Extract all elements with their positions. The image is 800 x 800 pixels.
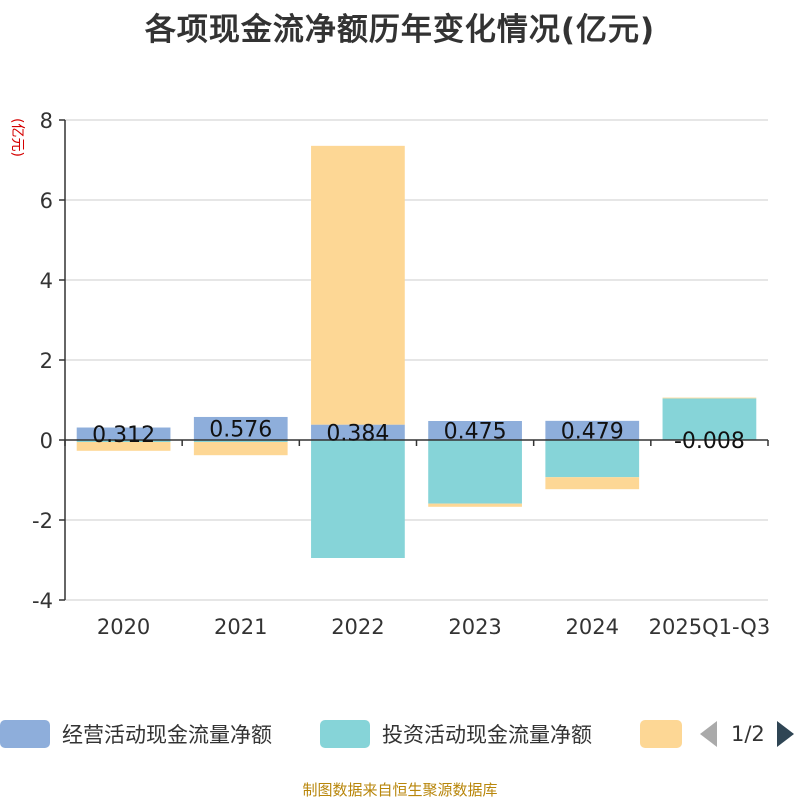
legend-next-page-icon[interactable] <box>776 721 794 747</box>
data-label: -0.008 <box>674 429 745 454</box>
bar-series1-2023 <box>428 421 522 440</box>
bar-series3-2021 <box>193 442 288 456</box>
bar-series3-2022 <box>311 145 405 425</box>
x-tick-label: 2024 <box>566 615 619 639</box>
bar-series2-2020 <box>76 440 171 442</box>
data-label: 0.475 <box>444 420 507 445</box>
legend-swatch-third <box>640 720 682 748</box>
legend-pager: 1/2 <box>700 716 800 752</box>
data-label: 0.479 <box>561 419 624 444</box>
bar-series2-2022 <box>311 440 405 558</box>
legend-label-investing: 投资活动现金流量净额 <box>382 723 592 747</box>
bar-series3-2024 <box>545 477 640 490</box>
y-tick-label: 0 <box>40 429 53 453</box>
bar-series2-2021 <box>193 440 288 442</box>
y-tick-label: -2 <box>32 509 53 533</box>
legend-swatch-operating <box>0 720 50 748</box>
x-tick-label: 2021 <box>214 615 267 639</box>
source-note: 制图数据来自恒生聚源数据库 <box>302 781 498 799</box>
x-tick-label: 2020 <box>97 615 150 639</box>
legend-page-indicator: 1/2 <box>731 722 765 746</box>
legend-prev-page-icon[interactable] <box>700 721 717 747</box>
legend-swatch-investing <box>320 720 370 748</box>
bar-series1-2020 <box>76 427 171 440</box>
x-tick-label: 2025Q1-Q3 <box>649 615 771 639</box>
bar-series2-2024 <box>545 440 640 478</box>
y-tick-label: -4 <box>32 589 53 613</box>
legend-item-operating[interactable]: 经营活动现金流量净额 <box>0 716 272 752</box>
legend-label-operating: 经营活动现金流量净额 <box>62 723 272 747</box>
y-tick-label: 8 <box>40 109 53 133</box>
bar-series3-2020 <box>76 442 171 451</box>
x-tick-label: 2023 <box>448 615 501 639</box>
bar-series1-2021 <box>193 416 288 440</box>
y-tick-label: 4 <box>40 269 53 293</box>
bar-series1-2022 <box>311 424 405 440</box>
data-label: 0.576 <box>209 417 272 442</box>
bar-series3-2025Q1-Q3 <box>662 397 757 399</box>
bar-series3-2023 <box>428 503 522 507</box>
data-label: 0.312 <box>92 423 155 448</box>
y-tick-label: 2 <box>40 349 53 373</box>
bar-series1-2024 <box>545 420 640 440</box>
chart-title: 各项现金流净额历年变化情况(亿元) <box>144 12 656 48</box>
y-tick-label: 6 <box>40 189 53 213</box>
data-label: 0.384 <box>326 421 389 446</box>
bar-chart: -4 -2 0 2 4 6 8 2020 2021 2022 2023 2024 2025Q1-Q3 0.… <box>32 109 771 639</box>
bar-series2-2023 <box>428 440 522 504</box>
legend: 经营活动现金流量净额 投资活动现金流量净额 <box>0 716 800 756</box>
legend-item-third[interactable] <box>640 716 682 752</box>
x-tick-label: 2022 <box>331 615 384 639</box>
legend-item-investing[interactable]: 投资活动现金流量净额 <box>320 716 592 752</box>
bar-series2-2025Q1-Q3 <box>662 398 757 440</box>
